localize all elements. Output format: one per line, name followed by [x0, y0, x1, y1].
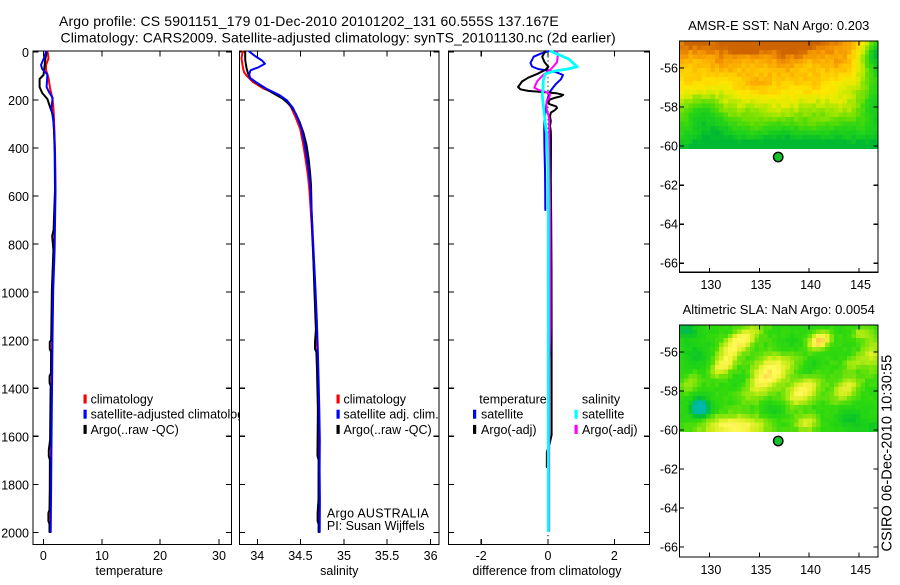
svg-text:satellite: satellite: [481, 408, 523, 422]
svg-text:35.5: 35.5: [375, 549, 399, 563]
svg-text:-64: -64: [660, 218, 678, 232]
svg-text:140: 140: [800, 278, 821, 292]
svg-text:salinity: salinity: [582, 393, 621, 407]
svg-text:1000: 1000: [1, 286, 29, 300]
svg-text:-58: -58: [660, 101, 678, 115]
svg-text:Argo(..raw -QC): Argo(..raw -QC): [91, 423, 179, 437]
svg-text:0: 0: [545, 549, 552, 563]
svg-text:1400: 1400: [1, 382, 29, 396]
svg-text:1200: 1200: [1, 334, 29, 348]
svg-text:36: 36: [424, 549, 438, 563]
svg-text:34.5: 34.5: [288, 549, 312, 563]
svg-text:satellite-adjusted climatology: satellite-adjusted climatology: [91, 408, 252, 422]
svg-text:AMSR-E SST: NaN Argo: 0.203: AMSR-E SST: NaN Argo: 0.203: [688, 18, 869, 33]
svg-text:0: 0: [40, 549, 47, 563]
svg-text:130: 130: [700, 278, 721, 292]
svg-text:800: 800: [8, 238, 29, 252]
svg-text:-56: -56: [660, 62, 678, 76]
svg-text:-56: -56: [660, 345, 678, 359]
svg-text:-66: -66: [660, 257, 678, 271]
svg-text:1600: 1600: [1, 430, 29, 444]
svg-text:35: 35: [337, 549, 351, 563]
svg-text:2000: 2000: [1, 527, 29, 541]
svg-text:PI: Susan Wijffels: PI: Susan Wijffels: [327, 519, 425, 533]
svg-text:-64: -64: [660, 502, 678, 516]
svg-text:-66: -66: [660, 541, 678, 555]
svg-text:climatology: climatology: [91, 393, 154, 407]
svg-text:-60: -60: [660, 424, 678, 438]
svg-text:difference from climatology: difference from climatology: [472, 564, 622, 578]
svg-text:CSIRO 06-Dec-2010 10:30:55: CSIRO 06-Dec-2010 10:30:55: [880, 355, 896, 552]
svg-text:satellite adj. clim.: satellite adj. clim.: [344, 408, 439, 422]
svg-text:600: 600: [8, 190, 29, 204]
svg-text:130: 130: [700, 563, 721, 577]
svg-text:temperature: temperature: [96, 564, 163, 578]
svg-text:-58: -58: [660, 384, 678, 398]
svg-text:Argo(..raw -QC): Argo(..raw -QC): [344, 423, 432, 437]
svg-text:climatology: climatology: [344, 393, 407, 407]
svg-text:Argo profile: CS 5901151_179 0: Argo profile: CS 5901151_179 01-Dec-2010…: [59, 13, 559, 29]
svg-text:satellite: satellite: [582, 408, 624, 422]
svg-text:30: 30: [212, 549, 226, 563]
svg-text:Argo(-adj): Argo(-adj): [481, 423, 537, 437]
svg-text:-60: -60: [660, 140, 678, 154]
svg-text:salinity: salinity: [320, 564, 359, 578]
svg-text:-62: -62: [660, 463, 678, 477]
svg-text:400: 400: [8, 142, 29, 156]
svg-text:34: 34: [250, 549, 264, 563]
svg-text:0: 0: [22, 46, 29, 60]
svg-text:-62: -62: [660, 179, 678, 193]
svg-text:135: 135: [750, 563, 771, 577]
svg-text:Climatology: CARS2009. Satelli: Climatology: CARS2009. Satellite-adjuste…: [61, 29, 616, 45]
svg-text:Argo AUSTRALIA: Argo AUSTRALIA: [327, 507, 430, 521]
svg-text:200: 200: [8, 94, 29, 108]
svg-text:Altimetric SLA: NaN Argo: 0.00: Altimetric SLA: NaN Argo: 0.0054: [683, 302, 875, 317]
svg-text:2: 2: [611, 549, 618, 563]
svg-text:20: 20: [153, 549, 167, 563]
svg-text:10: 10: [95, 549, 109, 563]
svg-text:140: 140: [800, 563, 821, 577]
svg-text:135: 135: [750, 278, 771, 292]
svg-text:temperature: temperature: [479, 393, 546, 407]
svg-text:1800: 1800: [1, 478, 29, 492]
svg-text:Argo(-adj): Argo(-adj): [582, 423, 638, 437]
svg-text:145: 145: [850, 563, 871, 577]
svg-text:145: 145: [850, 278, 871, 292]
svg-text:-2: -2: [476, 549, 487, 563]
